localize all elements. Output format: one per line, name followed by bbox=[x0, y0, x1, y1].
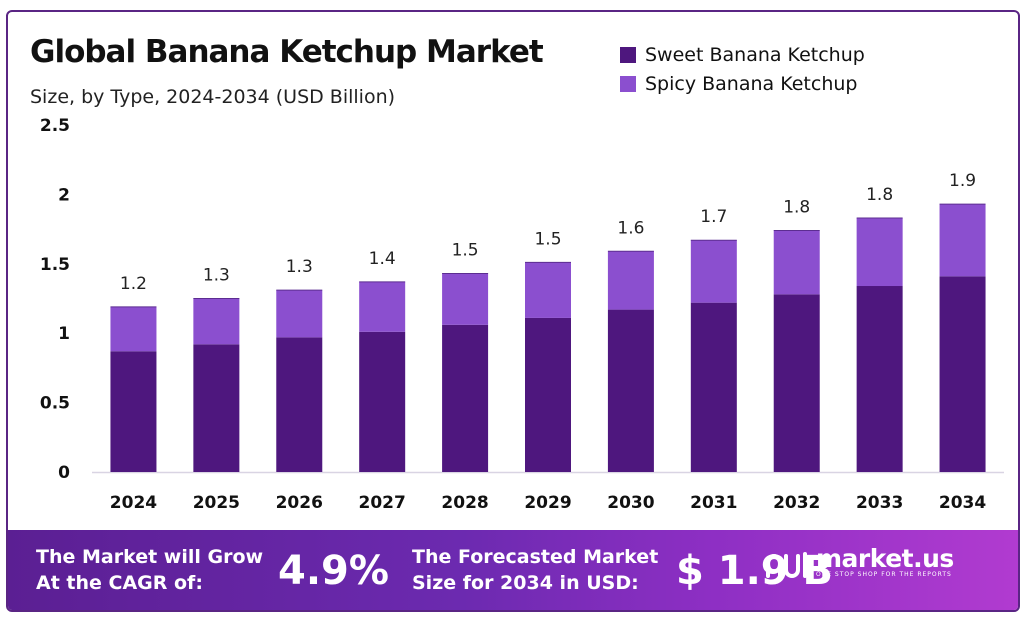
legend-swatch-spicy bbox=[620, 75, 636, 92]
bar-sweet-2026 bbox=[276, 337, 323, 472]
market-us-logo-icon bbox=[766, 552, 807, 578]
bar-spicy-2030 bbox=[607, 251, 654, 310]
x-tick-label: 2024 bbox=[110, 493, 157, 513]
bar-chart: 0 0.5 1 1.5 2 2.5 1.2 2024 1.3 2025 1.3 2026 1.4 2027… bbox=[40, 116, 1004, 513]
x-tick-label: 2032 bbox=[773, 493, 820, 513]
y-tick-label: 0.5 bbox=[40, 394, 70, 414]
bar-spicy-2029 bbox=[525, 262, 571, 318]
chart-title: Global Banana Ketchup Market bbox=[30, 34, 544, 70]
bar-sweet-2034 bbox=[939, 276, 986, 472]
x-tick-label: 2033 bbox=[856, 493, 903, 513]
legend-item-sweet: Sweet Banana Ketchup bbox=[620, 40, 865, 69]
bar-sweet-2029 bbox=[525, 317, 571, 472]
legend-label-spicy: Spicy Banana Ketchup bbox=[645, 72, 858, 95]
brand-tagline: ONE STOP SHOP FOR THE REPORTS bbox=[816, 571, 952, 578]
total-data-label: 1.4 bbox=[369, 249, 396, 269]
bar-sweet-2030 bbox=[607, 309, 654, 472]
total-data-label: 1.6 bbox=[617, 218, 644, 238]
y-tick-label: 2 bbox=[58, 185, 70, 205]
y-tick-label: 2.5 bbox=[40, 116, 70, 136]
legend-swatch-sweet bbox=[620, 46, 636, 63]
x-tick-label: 2028 bbox=[441, 493, 488, 513]
bar-spicy-2032 bbox=[773, 230, 820, 295]
total-data-label: 1.5 bbox=[452, 241, 479, 261]
bar-spicy-2024 bbox=[110, 306, 157, 352]
chart-subtitle: Size, by Type, 2024-2034 (USD Billion) bbox=[30, 86, 396, 108]
bar-spicy-2027 bbox=[359, 281, 406, 332]
x-tick-label: 2030 bbox=[607, 493, 654, 513]
total-data-label: 1.3 bbox=[286, 257, 313, 277]
bar-spicy-2028 bbox=[442, 273, 489, 325]
infographic-frame: Global Banana Ketchup Market Size, by Ty… bbox=[6, 10, 1020, 612]
footer-banner: The Market will Grow At the CAGR of: 4.9… bbox=[8, 530, 1018, 610]
bar-sweet-2024 bbox=[110, 351, 157, 472]
brand-name: market.us bbox=[816, 544, 954, 573]
total-data-label: 1.8 bbox=[866, 185, 893, 205]
cagr-value: 4.9% bbox=[278, 548, 389, 594]
bar-sweet-2031 bbox=[690, 302, 737, 472]
brand: market.us ONE STOP SHOP FOR THE REPORTS bbox=[766, 544, 954, 578]
legend-label-sweet: Sweet Banana Ketchup bbox=[645, 43, 865, 66]
bar-sweet-2033 bbox=[856, 286, 903, 472]
total-data-label: 1.3 bbox=[203, 266, 230, 286]
forecast-label: The Forecasted Market Size for 2034 in U… bbox=[412, 544, 658, 596]
bar-spicy-2033 bbox=[856, 217, 903, 287]
total-data-label: 1.8 bbox=[783, 197, 810, 217]
bar-sweet-2025 bbox=[193, 344, 240, 472]
total-data-label: 1.7 bbox=[700, 207, 727, 227]
y-tick-label: 1 bbox=[58, 324, 70, 344]
legend: Sweet Banana Ketchup Spicy Banana Ketchu… bbox=[620, 40, 865, 98]
cagr-label: The Market will Grow At the CAGR of: bbox=[36, 544, 263, 596]
bar-spicy-2025 bbox=[193, 298, 240, 345]
bar-sweet-2032 bbox=[773, 294, 820, 472]
cagr-label-line2: At the CAGR of: bbox=[36, 572, 203, 594]
bar-sweet-2028 bbox=[442, 324, 489, 472]
total-data-label: 1.9 bbox=[949, 171, 976, 191]
legend-item-spicy: Spicy Banana Ketchup bbox=[620, 69, 865, 98]
bar-spicy-2026 bbox=[276, 290, 323, 338]
x-tick-label: 2034 bbox=[939, 493, 986, 513]
bar-sweet-2027 bbox=[359, 331, 406, 472]
forecast-label-line1: The Forecasted Market bbox=[412, 546, 659, 568]
total-data-label: 1.5 bbox=[534, 229, 561, 249]
y-tick-label: 1.5 bbox=[40, 255, 70, 275]
x-tick-label: 2029 bbox=[524, 493, 571, 513]
x-tick-label: 2027 bbox=[359, 493, 406, 513]
x-tick-label: 2025 bbox=[193, 493, 240, 513]
y-tick-label: 0 bbox=[58, 463, 70, 483]
total-data-label: 1.2 bbox=[120, 274, 147, 294]
x-tick-label: 2031 bbox=[690, 493, 737, 513]
bar-spicy-2034 bbox=[939, 204, 986, 277]
forecast-label-line2: Size for 2034 in USD: bbox=[412, 572, 639, 594]
cagr-label-line1: The Market will Grow bbox=[36, 546, 264, 568]
bar-spicy-2031 bbox=[690, 240, 737, 303]
x-tick-label: 2026 bbox=[276, 493, 323, 513]
